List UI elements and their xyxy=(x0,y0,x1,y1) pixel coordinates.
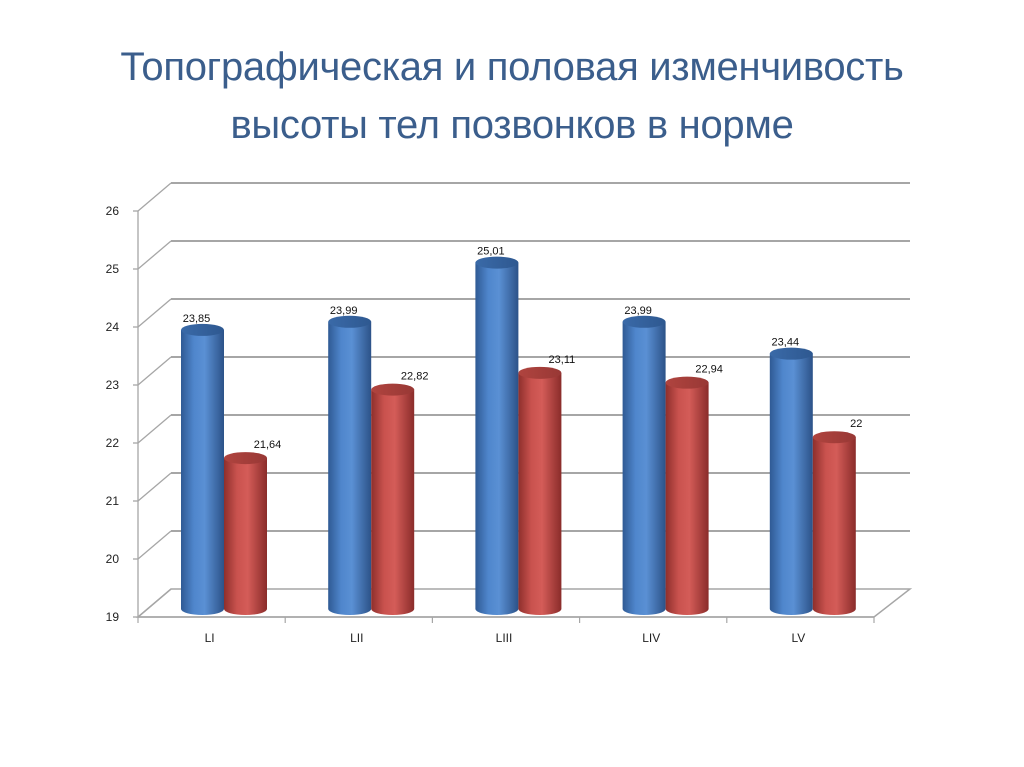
data-label: 22,82 xyxy=(401,371,429,383)
data-label: 25,01 xyxy=(477,246,505,258)
bar-LIII-series-2 xyxy=(518,366,562,615)
y-tick-label: 25 xyxy=(106,262,120,276)
slide-title: Топографическая и половая изменчивость в… xyxy=(0,38,1024,154)
x-category-label: LII xyxy=(350,631,363,645)
y-tick-label: 24 xyxy=(106,320,120,334)
data-label: 22,94 xyxy=(695,364,723,376)
bar-LII-series-1 xyxy=(328,315,372,615)
y-tick-label: 19 xyxy=(106,610,120,624)
data-label: 23,44 xyxy=(772,337,800,349)
x-category-label: LI xyxy=(205,631,215,645)
y-tick-label: 22 xyxy=(106,436,120,450)
x-category-label: LIV xyxy=(642,631,660,645)
y-tick-label: 23 xyxy=(106,378,120,392)
chart-bars xyxy=(181,256,856,615)
slide-title-line-2: высоты тел позвонков в норме xyxy=(230,103,794,147)
chart-axes xyxy=(133,210,913,623)
bar-LIII-series-1 xyxy=(475,256,519,615)
x-category-label: LV xyxy=(792,631,806,645)
bar-LI-series-1 xyxy=(181,323,224,615)
y-tick-label: 21 xyxy=(106,494,120,508)
data-label: 23,99 xyxy=(624,305,652,317)
bar-LII-series-2 xyxy=(371,383,415,615)
data-label: 21,64 xyxy=(254,439,282,451)
slide-title-line-1: Топографическая и половая изменчивость xyxy=(120,45,904,89)
bar-LIV-series-2 xyxy=(665,376,709,615)
bar-LI-series-2 xyxy=(224,452,267,615)
data-label: 23,99 xyxy=(330,305,358,317)
y-tick-label: 20 xyxy=(106,552,120,566)
bar-LIV-series-1 xyxy=(622,315,666,615)
x-category-label: LIII xyxy=(496,631,513,645)
data-label: 23,11 xyxy=(549,354,576,366)
bar-LV-series-1 xyxy=(769,347,813,615)
y-tick-label: 26 xyxy=(106,204,120,218)
chart-labels: 19 20 21 22 23 24 25 26 LI LII LIII LIV LV 23,85 21,64… xyxy=(106,204,863,645)
data-label: 22 xyxy=(850,418,862,430)
data-label: 23,85 xyxy=(183,313,211,325)
bar-LV-series-2 xyxy=(812,431,856,615)
